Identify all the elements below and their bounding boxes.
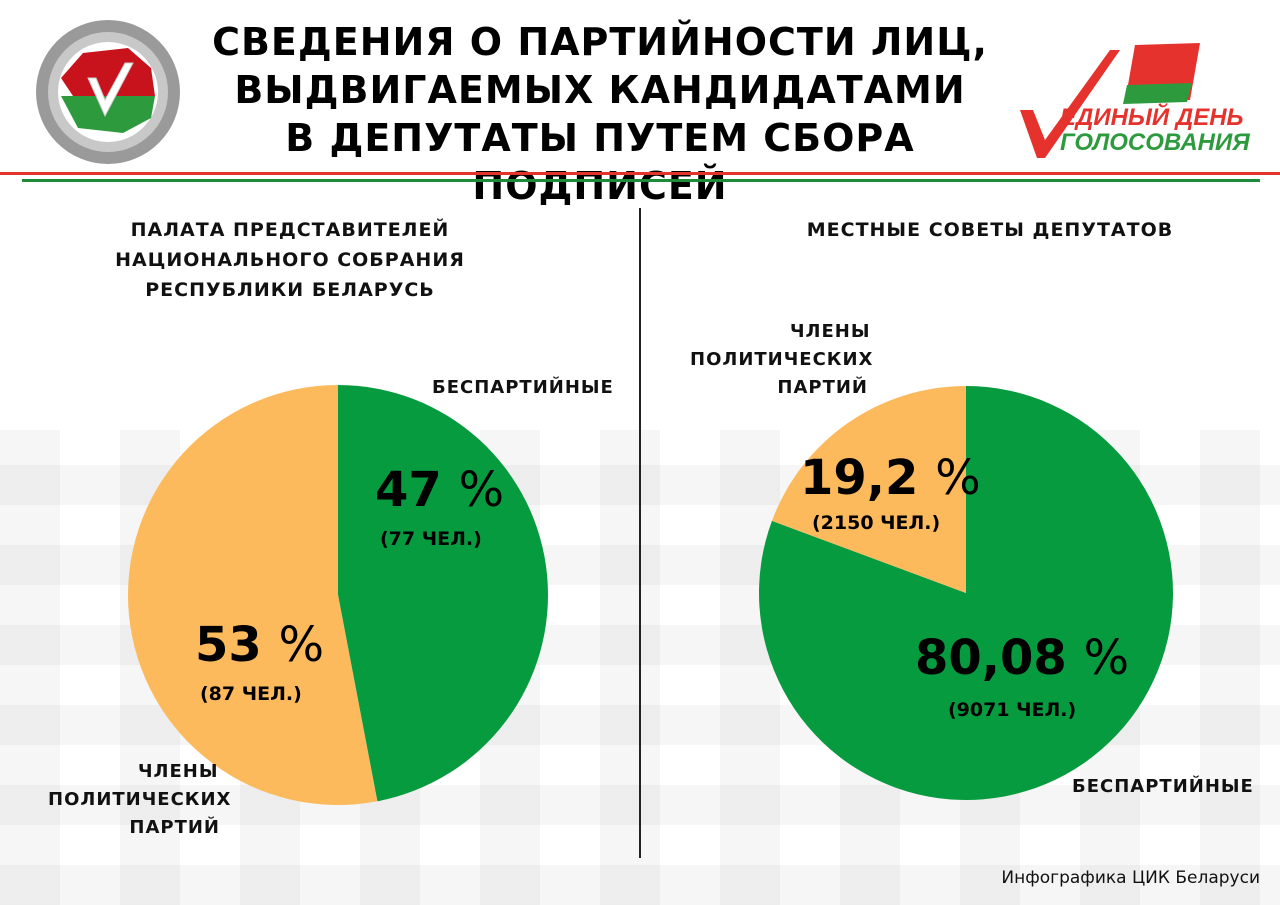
left-chart-title: ПАЛАТА ПРЕДСТАВИТЕЛЕЙ НАЦИОНАЛЬНОГО СОБР… (90, 215, 490, 305)
title-line: ВЫДВИГАЕМЫХ КАНДИДАТАМИ (234, 68, 966, 112)
header-divider-red (0, 172, 1280, 175)
pie-slice (759, 386, 1173, 800)
data-label-count: (2150 ЧЕЛ.) (812, 512, 941, 534)
logo-text-line1: ЕДИНЫЙ ДЕНЬ (1060, 102, 1244, 131)
label-line: ПАРТИЙ (777, 377, 868, 398)
data-label-count: (77 ЧЕЛ.) (380, 528, 482, 550)
label-line: ПОЛИТИЧЕСКИХ (48, 789, 232, 810)
label-line: ПАРТИЙ (129, 817, 220, 838)
chart-title-line: НАЦИОНАЛЬНОГО СОБРАНИЯ (115, 249, 465, 271)
title-line: В ДЕПУТАТЫ ПУТЕМ СБОРА ПОДПИСЕЙ (285, 116, 915, 208)
data-label-percent: 19,2 % (800, 450, 981, 506)
data-label-count: (9071 ЧЕЛ.) (948, 699, 1077, 721)
label-line: ЧЛЕНЫ (790, 321, 871, 342)
chart-title-line: РЕСПУБЛИКИ БЕЛАРУСЬ (145, 279, 435, 301)
data-label-percent: 80,08 % (915, 630, 1130, 686)
header-divider-green (22, 179, 1260, 182)
data-label-percent: 53 % (195, 617, 325, 673)
column-divider (639, 208, 641, 858)
unified-voting-day-logo: ЕДИНЫЙ ДЕНЬ ГОЛОСОВАНИЯ (1020, 43, 1250, 158)
pie-chart-local-councils (759, 386, 1173, 800)
label-line: БЕСПАРТИЙНЫЕ (1072, 776, 1254, 797)
label-line: БЕСПАРТИЙНЫЕ (432, 377, 614, 398)
legend-label-party-members: ЧЛЕНЫ ПОЛИТИЧЕСКИХ ПАРТИЙ (48, 758, 232, 842)
data-label-count: (87 ЧЕЛ.) (200, 683, 302, 705)
pie-chart-parliament (128, 385, 549, 805)
chart-title-line: ПАЛАТА ПРЕДСТАВИТЕЛЕЙ (130, 219, 450, 241)
data-label-percent: 47 % (375, 462, 505, 518)
label-line: ПОЛИТИЧЕСКИХ (690, 349, 874, 370)
right-chart-title: МЕСТНЫЕ СОВЕТЫ ДЕПУТАТОВ (780, 215, 1200, 245)
title-line: СВЕДЕНИЯ О ПАРТИЙНОСТИ ЛИЦ, (212, 20, 988, 64)
cec-logo (36, 20, 180, 164)
logo-text-line2: ГОЛОСОВАНИЯ (1060, 129, 1250, 156)
pie-slice (771, 386, 966, 593)
legend-label-party-members: ЧЛЕНЫ ПОЛИТИЧЕСКИХ ПАРТИЙ (690, 318, 874, 402)
page-title: СВЕДЕНИЯ О ПАРТИЙНОСТИ ЛИЦ, ВЫДВИГАЕМЫХ … (180, 18, 1020, 210)
pie-slice (338, 385, 549, 802)
pie-slice (128, 385, 378, 805)
credit-text: Инфографика ЦИК Беларуси (1001, 868, 1260, 888)
chart-title-line: МЕСТНЫЕ СОВЕТЫ ДЕПУТАТОВ (806, 219, 1174, 241)
legend-label-nonpartisan: БЕСПАРТИЙНЫЕ (432, 374, 614, 402)
label-line: ЧЛЕНЫ (138, 761, 219, 782)
legend-label-nonpartisan: БЕСПАРТИЙНЫЕ (1072, 773, 1254, 801)
